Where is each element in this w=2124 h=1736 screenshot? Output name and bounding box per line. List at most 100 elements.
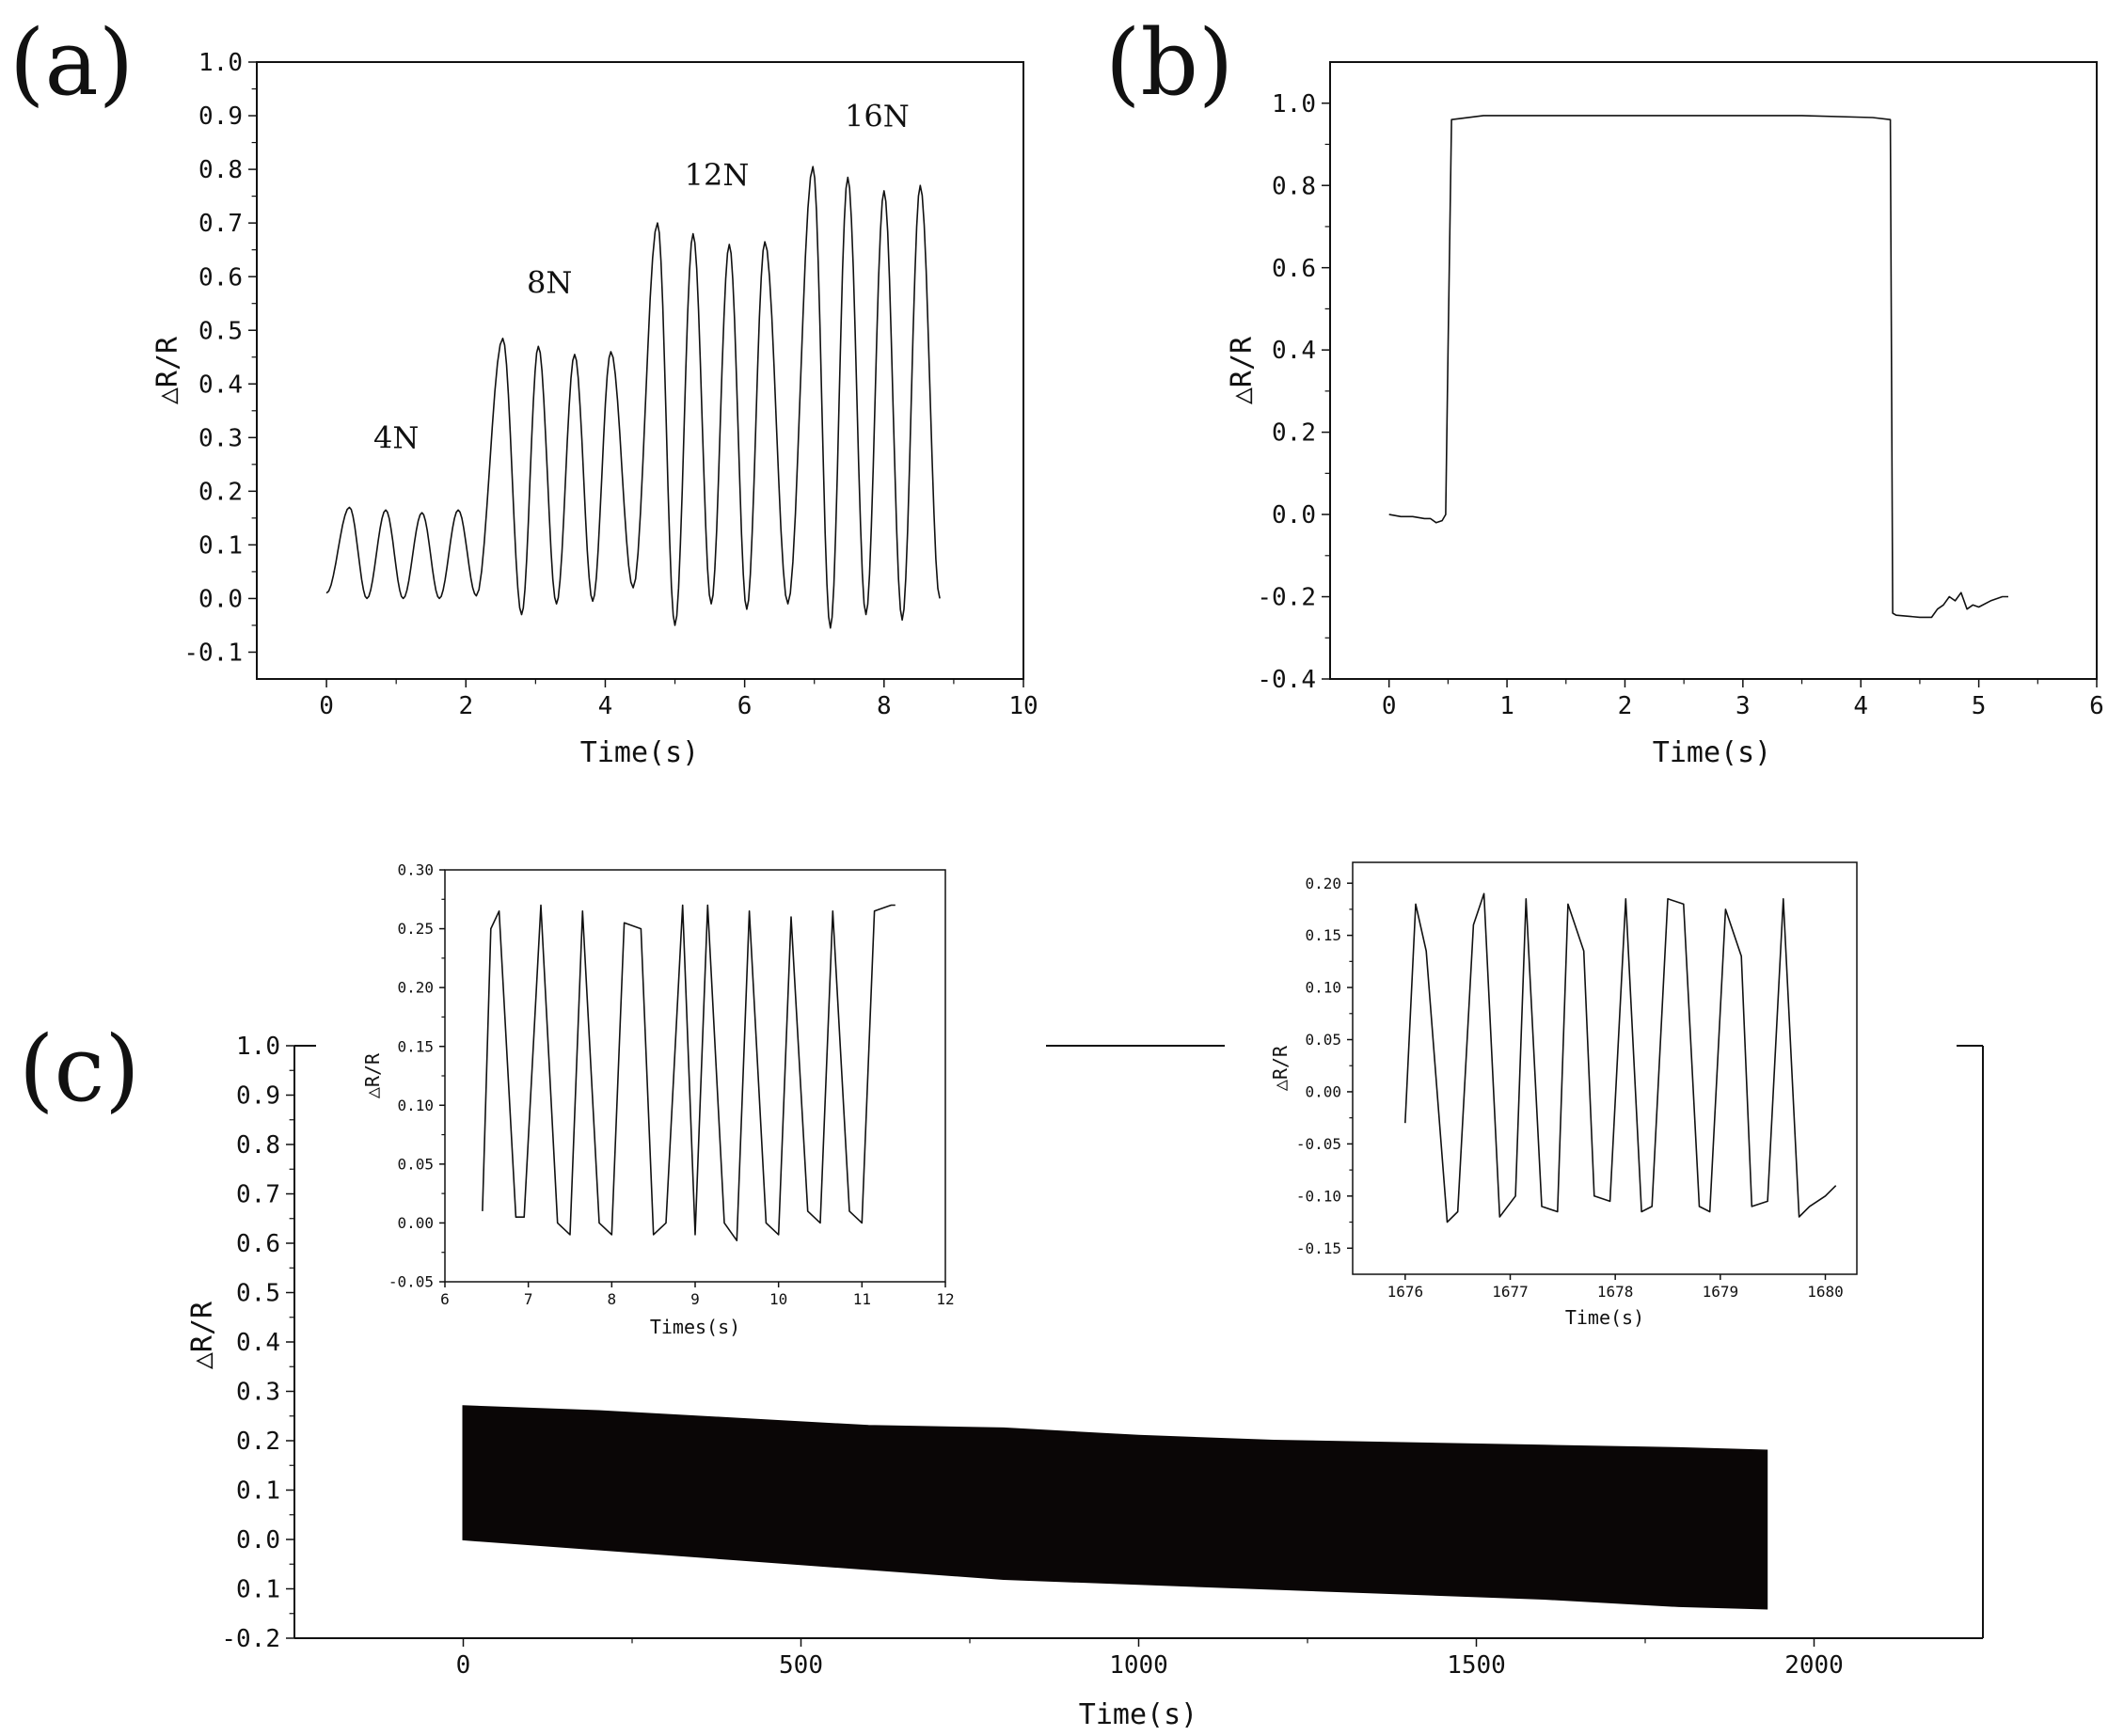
y-tick-label: 0.0 — [198, 586, 243, 614]
x-tick-label: 1000 — [1109, 1651, 1168, 1680]
series-line — [325, 166, 941, 629]
series-line — [1404, 892, 1837, 1223]
x-tick-label: 8 — [877, 692, 892, 720]
y-tick-label: 0.8 — [236, 1131, 280, 1160]
y-tick-label: 0.3 — [236, 1379, 280, 1407]
x-axis-label: Time(s) — [1653, 736, 1771, 769]
y-ticks: -0.2 0.1 0.0 0.1 0.2 0.3 0.4 0.5 0.6 0.7 0.8 0.9 1.0 — [221, 1033, 294, 1653]
y-tick-label: 0.9 — [198, 103, 243, 131]
y-tick-label: 1.0 — [236, 1033, 280, 1061]
y-tick-label: 0.7 — [236, 1181, 280, 1209]
annotations: 4N 8N 12N 16N — [373, 98, 910, 455]
y-tick-label: 0.2 — [236, 1428, 280, 1456]
y-tick-label: 0.00 — [1305, 1083, 1341, 1101]
y-tick-label: 0.0 — [1272, 501, 1316, 529]
y-tick-label: 0.4 — [198, 371, 243, 399]
x-tick-label: 10 — [1008, 692, 1038, 720]
chart-inset-1: 6 7 8 9 10 11 12 -0.05 0.00 0.05 0.10 0.15 0.20 0.25… — [361, 861, 955, 1338]
x-axis-label: Time(s) — [1079, 1698, 1197, 1731]
x-tick-label: 10 — [769, 1290, 787, 1308]
y-tick-label: 0.8 — [1272, 172, 1316, 200]
y-tick-label: 0.2 — [1272, 419, 1316, 448]
y-tick-label: 0.30 — [397, 861, 434, 879]
force-annotation: 12N — [685, 157, 750, 193]
x-tick-label: 8 — [608, 1290, 617, 1308]
x-tick-label: 1679 — [1703, 1283, 1739, 1301]
x-tick-label: 1676 — [1387, 1283, 1424, 1301]
x-tick-label: 0 — [1382, 692, 1397, 720]
x-tick-label: 9 — [690, 1290, 700, 1308]
x-tick-label: 0 — [456, 1651, 471, 1680]
y-tick-label: 0.25 — [397, 920, 434, 938]
y-tick-label: -0.2 — [1257, 584, 1316, 612]
y-axis-label: △R/R — [186, 1301, 219, 1369]
x-tick-label: 1678 — [1597, 1283, 1634, 1301]
y-tick-label: 0.1 — [198, 531, 243, 560]
y-tick-label: 0.3 — [198, 424, 243, 452]
y-tick-label: 0.15 — [397, 1037, 434, 1055]
force-annotation: 4N — [373, 420, 419, 456]
marks — [1404, 892, 1837, 1223]
x-tick-label: 1 — [1499, 692, 1514, 720]
x-tick-label: 5 — [1972, 692, 1987, 720]
panel-label: (c) — [19, 1017, 140, 1122]
x-axis-label: Time(s) — [580, 736, 699, 769]
y-axis-label: △R/R — [361, 1052, 384, 1098]
series-line — [482, 904, 896, 1241]
y-axis-label: △R/R — [1269, 1045, 1292, 1091]
y-ticks: -0.4 -0.2 0.0 0.2 0.4 0.6 0.8 1.0 — [1257, 90, 1330, 694]
x-tick-label: 2 — [458, 692, 473, 720]
y-tick-label: -0.4 — [1257, 666, 1316, 694]
y-tick-label: 0.8 — [198, 156, 243, 184]
y-tick-label: 1.0 — [198, 49, 243, 77]
plot-frame — [1352, 861, 1858, 1275]
x-tick-label: 4 — [598, 692, 613, 720]
marks — [325, 166, 941, 629]
y-tick-label: 0.4 — [236, 1329, 280, 1357]
y-tick-label: -0.05 — [388, 1273, 434, 1291]
chart-panel-b: (b) 0 1 2 3 4 5 6 -0.4 -0.2 0.0 0.2 0.4 0.6 0.8 1.0 T… — [1105, 10, 2104, 769]
y-tick-label: -0.1 — [183, 639, 243, 668]
x-tick-label: 1680 — [1807, 1283, 1844, 1301]
y-tick-label: 0.6 — [198, 263, 243, 292]
y-tick-label: 0.1 — [236, 1477, 280, 1506]
y-tick-label: 0.1 — [236, 1576, 280, 1604]
y-tick-label: 0.05 — [397, 1155, 434, 1173]
x-ticks: 0 2 4 6 8 10 — [319, 679, 1038, 720]
y-axis-label: △R/R — [151, 336, 184, 404]
chart-panel-a: (a) 0 2 4 6 8 10 -0.1 0.0 0.1 0.2 0.3 0.4 0.5 0.6 0.7… — [9, 10, 1038, 769]
y-tick-label: 0.5 — [198, 317, 243, 345]
x-tick-label: 3 — [1736, 692, 1751, 720]
y-tick-label: 0.0 — [236, 1526, 280, 1555]
x-ticks: 0 500 1000 1500 2000 — [456, 1638, 1844, 1680]
y-axis-label: △R/R — [1226, 336, 1259, 404]
y-tick-label: 0.4 — [1272, 337, 1316, 365]
y-ticks: -0.1 0.0 0.1 0.2 0.3 0.4 0.5 0.6 0.7 0.8 0.9 1.0 — [183, 49, 257, 668]
y-tick-label: 0.9 — [236, 1082, 280, 1111]
x-tick-label: 6 — [440, 1290, 450, 1308]
marks — [462, 1405, 1768, 1610]
panel-label: (b) — [1105, 10, 1233, 116]
x-tick-label: 2 — [1618, 692, 1633, 720]
x-axis-label: Time(s) — [1565, 1306, 1644, 1329]
x-axis-label: Times(s) — [650, 1316, 740, 1338]
force-annotation: 8N — [527, 264, 572, 300]
y-tick-label: 0.05 — [1305, 1031, 1341, 1049]
x-ticks: 1676 1677 1678 1679 1680 — [1387, 1274, 1844, 1301]
x-tick-label: 12 — [936, 1290, 954, 1308]
panel-label: (a) — [9, 10, 134, 116]
chart-panel-c: (c) 0 500 1000 1500 2000 -0.2 0.1 0.0 0.1 0.2 0.3… — [19, 1017, 1984, 1731]
y-tick-label: 0.10 — [397, 1097, 434, 1114]
chart-inset-2: 1676 1677 1678 1679 1680 -0.15 -0.10 -0.05 0.00… — [1269, 861, 1858, 1329]
series-line — [1388, 115, 2008, 619]
y-tick-label: 0.2 — [198, 478, 243, 506]
x-tick-label: 1677 — [1492, 1283, 1529, 1301]
y-tick-label: 0.7 — [198, 210, 243, 238]
plot-frame — [1329, 61, 2098, 680]
oscillation-band — [462, 1405, 1768, 1610]
x-tick-label: 6 — [2089, 692, 2104, 720]
y-tick-label: -0.2 — [221, 1625, 280, 1653]
x-tick-label: 2000 — [1784, 1651, 1844, 1680]
y-tick-label: 0.5 — [236, 1280, 280, 1308]
